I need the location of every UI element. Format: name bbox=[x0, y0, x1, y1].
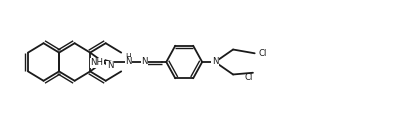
Text: N: N bbox=[141, 58, 148, 66]
Text: N: N bbox=[125, 58, 132, 66]
Text: H: H bbox=[125, 53, 131, 62]
Text: NH: NH bbox=[90, 58, 103, 67]
Text: N: N bbox=[212, 58, 219, 66]
Text: N: N bbox=[107, 61, 113, 70]
Text: Cl: Cl bbox=[245, 73, 253, 82]
Text: Cl: Cl bbox=[259, 49, 267, 58]
